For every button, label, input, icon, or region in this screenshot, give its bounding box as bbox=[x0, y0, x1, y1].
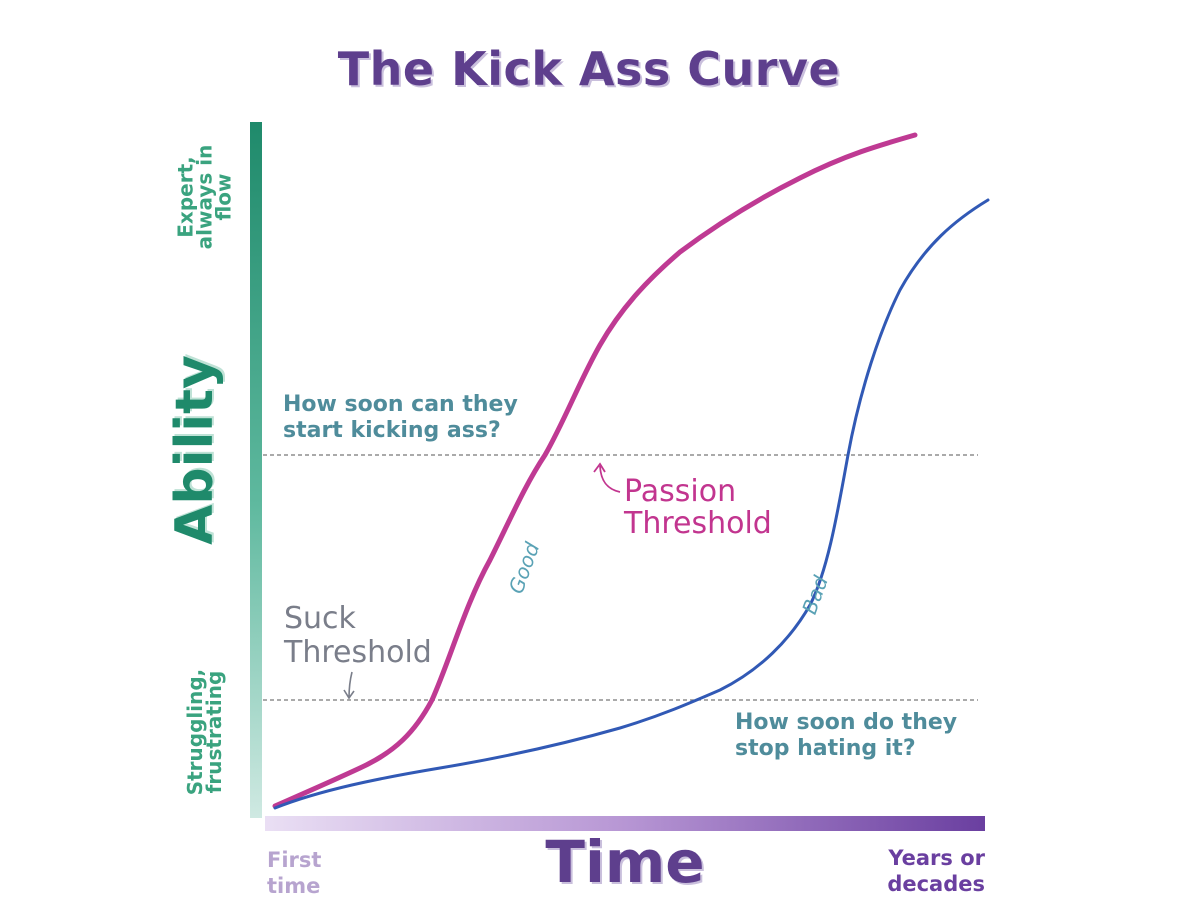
passion-threshold-arrow bbox=[593, 462, 621, 493]
time-axis-bar bbox=[265, 816, 985, 831]
first-time-label-line-1: First bbox=[267, 848, 322, 872]
struggling-label: Struggling, frustrating bbox=[183, 669, 226, 796]
suck-question-line-2: stop hating it? bbox=[735, 736, 916, 761]
ability-axis-label: Ability bbox=[165, 355, 225, 545]
good-curve bbox=[272, 132, 918, 809]
suck-question: How soon do they stop hating it? bbox=[735, 710, 957, 762]
suck-threshold-arrow bbox=[343, 671, 355, 700]
suck-threshold-label-line-2: Threshold bbox=[284, 635, 432, 670]
passion-question-line-1: How soon can they bbox=[283, 392, 518, 417]
suck-question-line-1: How soon do they bbox=[735, 710, 958, 735]
bad-curve bbox=[273, 198, 990, 810]
first-time-label: First time bbox=[267, 847, 321, 899]
passion-question-line-2: start kicking ass? bbox=[283, 418, 501, 443]
diagram-title: The Kick Ass Curve bbox=[337, 42, 841, 96]
expert-label: Expert, always in flow bbox=[174, 145, 236, 250]
passion-threshold-label-line-2: Threshold bbox=[624, 506, 772, 541]
ability-axis-bar bbox=[250, 122, 262, 818]
suck-threshold-label: Suck Threshold bbox=[284, 602, 432, 670]
years-label-line-2: decades bbox=[887, 872, 985, 896]
passion-question: How soon can they start kicking ass? bbox=[283, 392, 518, 444]
expert-label-line-3: flow bbox=[211, 173, 236, 221]
time-axis-label: Time bbox=[545, 828, 705, 896]
struggling-label-line-2: frustrating bbox=[202, 670, 226, 794]
passion-threshold-label-line-1: Passion bbox=[624, 474, 737, 509]
passion-threshold-label: Passion Threshold bbox=[624, 476, 772, 540]
years-label: Years or decades bbox=[873, 845, 985, 897]
suck-threshold-label-line-1: Suck bbox=[284, 601, 356, 636]
first-time-label-line-2: time bbox=[267, 874, 321, 898]
years-label-line-1: Years or bbox=[888, 846, 985, 870]
